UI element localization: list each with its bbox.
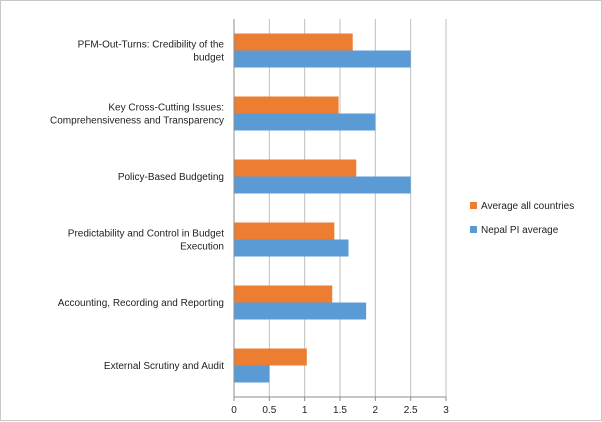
category-label: Predictability and Control in Budget Exec… bbox=[68, 229, 224, 253]
bar-nepal-pi-average bbox=[234, 50, 411, 68]
category-labels: PFM-Out-Turns: Credibility of the budget K… bbox=[50, 40, 224, 373]
legend-label: Average all countries bbox=[481, 201, 574, 212]
x-tick-label: 0.5 bbox=[262, 405, 276, 416]
bar-average-all-countries bbox=[234, 348, 307, 366]
bar-nepal-pi-average bbox=[234, 113, 376, 131]
category-label: Policy-Based Budgeting bbox=[118, 172, 224, 183]
legend: Average all countries Nepal PI average bbox=[470, 201, 574, 236]
x-tick-label: 1 bbox=[302, 405, 308, 416]
legend-swatch bbox=[470, 226, 477, 233]
bar-nepal-pi-average bbox=[234, 302, 367, 320]
category-label: External Scrutiny and Audit bbox=[104, 361, 224, 372]
bar-average-all-countries bbox=[234, 222, 335, 240]
bar-nepal-pi-average bbox=[234, 365, 270, 383]
category-label: PFM-Out-Turns: Credibility of the budget bbox=[78, 40, 225, 64]
bar-average-all-countries bbox=[234, 96, 339, 114]
x-tick-label: 0 bbox=[231, 405, 237, 416]
x-tick-label: 2.5 bbox=[404, 405, 418, 416]
legend-label: Nepal PI average bbox=[481, 225, 559, 236]
axes bbox=[233, 19, 447, 401]
bar-nepal-pi-average bbox=[234, 176, 411, 194]
bar-average-all-countries bbox=[234, 159, 357, 177]
bar-average-all-countries bbox=[234, 33, 353, 51]
x-tick-label: 3 bbox=[443, 405, 449, 416]
bar-nepal-pi-average bbox=[234, 239, 349, 257]
bars bbox=[234, 33, 411, 383]
bar-average-all-countries bbox=[234, 285, 333, 303]
gridlines bbox=[268, 19, 447, 397]
x-tick-labels: 0 0.5 1 1.5 2 2.5 3 bbox=[231, 405, 449, 416]
x-tick-label: 1.5 bbox=[333, 405, 347, 416]
category-label: Key Cross-Cutting Issues: Comprehensivene… bbox=[50, 103, 224, 127]
x-tick-label: 2 bbox=[373, 405, 379, 416]
legend-swatch bbox=[470, 202, 477, 209]
category-label: Accounting, Recording and Reporting bbox=[58, 298, 224, 309]
